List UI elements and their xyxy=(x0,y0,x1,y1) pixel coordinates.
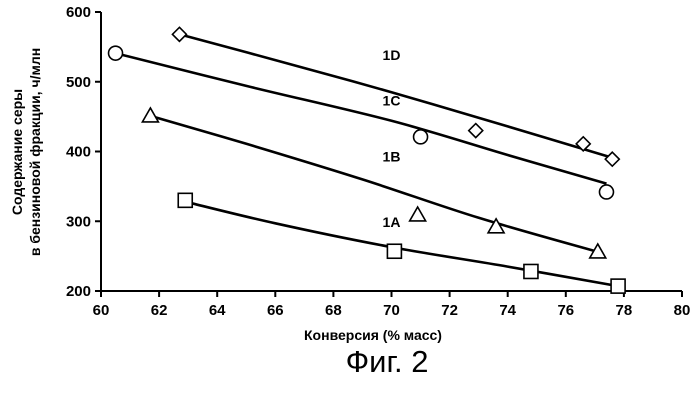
x-tick-label: 68 xyxy=(325,302,342,319)
data-point-1d xyxy=(469,124,483,138)
data-point-1c xyxy=(109,46,123,60)
data-point-1c xyxy=(599,185,613,199)
x-tick-label: 60 xyxy=(93,302,110,319)
series-labels: 1A 1B 1C 1D xyxy=(383,47,401,230)
y-axis-title-line-2: в бензиновой фракции, ч/млн xyxy=(27,48,43,256)
figure-caption: Фиг. 2 xyxy=(346,344,429,379)
y-tick-label: 600 xyxy=(66,4,91,21)
y-tick-label: 500 xyxy=(66,74,91,91)
x-axis-title: Конверсия (% масс) xyxy=(304,327,442,343)
x-tick-label: 80 xyxy=(674,302,691,319)
data-point-1a xyxy=(611,279,625,293)
y-tick-label: 300 xyxy=(66,213,91,230)
x-tick-label: 64 xyxy=(209,302,226,319)
data-point-1a xyxy=(387,244,401,258)
data-point-1a xyxy=(524,264,538,278)
x-tick-label: 70 xyxy=(383,302,400,319)
series-label-1a: 1A xyxy=(383,214,401,230)
data-point-1c xyxy=(414,130,428,144)
data-point-1a xyxy=(178,193,192,207)
y-axis-title: Содержание серы в бензиновой фракции, ч/… xyxy=(9,48,43,256)
fit-line-1b xyxy=(150,116,597,252)
series-label-1d: 1D xyxy=(383,47,401,63)
x-tick-label: 76 xyxy=(557,302,574,319)
x-tick-label: 62 xyxy=(151,302,168,319)
data-point-1b xyxy=(142,108,158,122)
x-tick-label: 72 xyxy=(441,302,458,319)
x-tick-label: 78 xyxy=(616,302,633,319)
y-tick-label: 200 xyxy=(66,283,91,300)
x-tick-label: 66 xyxy=(267,302,284,319)
data-markers xyxy=(109,27,626,293)
data-point-1d xyxy=(172,27,186,41)
y-tick-label: 400 xyxy=(66,144,91,161)
fit-line-1c xyxy=(116,53,607,183)
axes: 60 62 64 66 68 70 72 74 76 78 80 200 300 400 500 600 xyxy=(66,4,690,319)
y-axis-title-line-1: Содержание серы xyxy=(9,89,25,215)
data-point-1b xyxy=(410,207,426,221)
fit-lines xyxy=(116,34,619,286)
series-label-1b: 1B xyxy=(383,148,401,164)
x-tick-label: 74 xyxy=(499,302,516,319)
data-point-1d xyxy=(605,152,619,166)
series-label-1c: 1C xyxy=(383,92,401,108)
